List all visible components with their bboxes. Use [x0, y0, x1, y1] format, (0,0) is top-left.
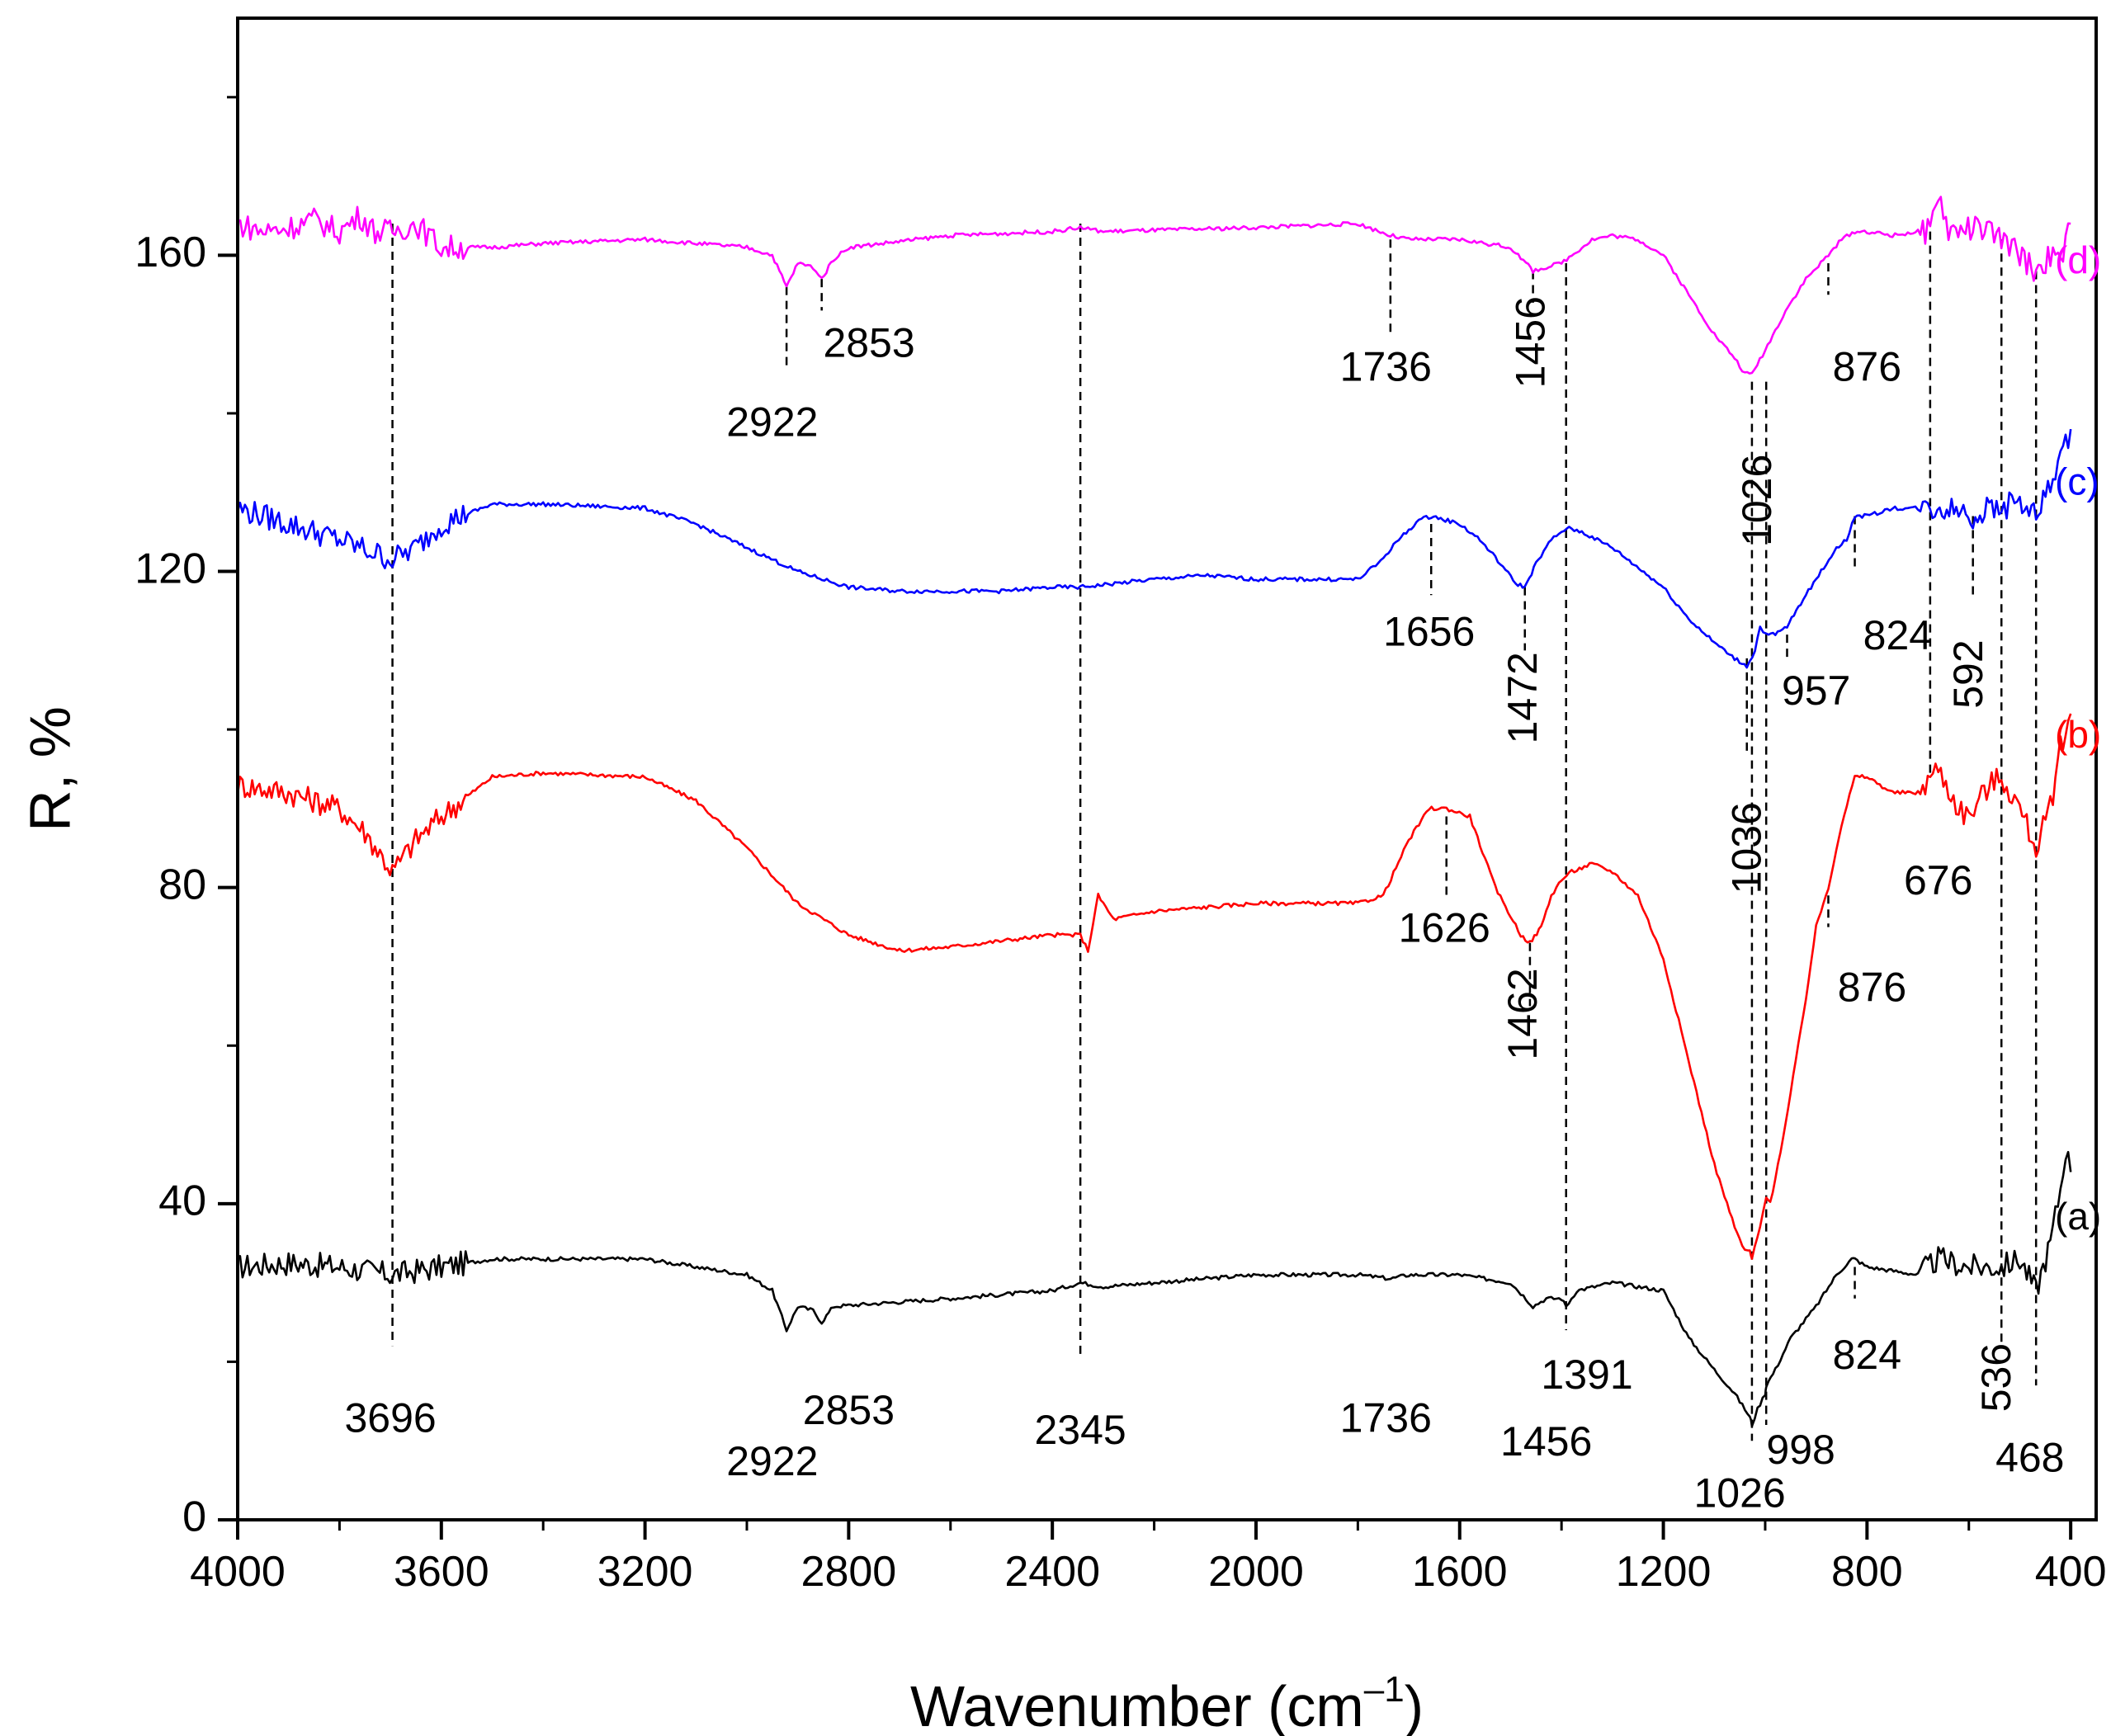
- peak-label-1736: 1736: [1340, 343, 1432, 389]
- peak-label-1472: 1472: [1499, 652, 1546, 743]
- peak-label-1026: 1026: [1693, 1469, 1785, 1516]
- peak-label-536: 536: [1973, 1343, 2019, 1412]
- series-label-a: (a): [2055, 1195, 2101, 1238]
- series-line-c: [236, 428, 2072, 669]
- x-tick-label-3200: 3200: [597, 1548, 693, 1596]
- x-tick-label-1600: 1600: [1412, 1548, 1508, 1596]
- peak-label-1456: 1456: [1500, 1418, 1592, 1465]
- y-tick-label-120: 120: [135, 545, 206, 592]
- peak-label-2853: 2853: [823, 320, 914, 366]
- peak-label-876: 876: [1838, 964, 1906, 1010]
- x-tick-label-400: 400: [2035, 1548, 2107, 1596]
- reference-lines: [391, 224, 2038, 1441]
- series-label-d: (d): [2055, 238, 2101, 281]
- peak-label-1626: 1626: [1399, 905, 1490, 951]
- peak-label-1462: 1462: [1499, 968, 1546, 1059]
- series-line-a: [237, 1150, 2072, 1427]
- series-line-b: [236, 713, 2072, 1260]
- y-axis-label: R, %: [17, 706, 82, 832]
- series-labels: (a) (b) (c) (d): [2055, 238, 2101, 1238]
- x-axis-label-main: Wavenumber (cm: [910, 1674, 1364, 1736]
- peak-label-468: 468: [1995, 1434, 2064, 1480]
- peak-label-2922: 2922: [726, 399, 818, 446]
- series-line-d: [237, 196, 2071, 375]
- peak-label-2922: 2922: [726, 1438, 818, 1484]
- x-tick-label-3600: 3600: [394, 1548, 489, 1596]
- peak-label-592: 592: [1945, 639, 1991, 708]
- series-label-c: (c): [2055, 460, 2099, 502]
- plot-frame: [236, 17, 2098, 1521]
- y-tick-label-80: 80: [158, 861, 206, 908]
- x-tick-label-800: 800: [1831, 1548, 1903, 1596]
- series-group: [236, 196, 2072, 1427]
- peak-label-1456: 1456: [1507, 296, 1553, 388]
- x-tick-label-2800: 2800: [801, 1548, 897, 1596]
- peak-label-1391: 1391: [1541, 1352, 1632, 1398]
- y-tick-label-160: 160: [135, 229, 206, 276]
- peak-label-957: 957: [1782, 668, 1850, 714]
- peak-label-3696: 3696: [344, 1394, 436, 1441]
- x-tick-label-2000: 2000: [1208, 1548, 1304, 1596]
- x-tick-label-4000: 4000: [190, 1548, 286, 1596]
- peak-label-2345: 2345: [1034, 1407, 1126, 1453]
- peak-label-1036: 1036: [1724, 802, 1770, 894]
- peak-label-824: 824: [1863, 612, 1932, 658]
- x-axis-label: Wavenumber (cm–1): [910, 1669, 1424, 1736]
- peak-label-1736: 1736: [1340, 1394, 1432, 1441]
- x-axis-label-superscript: –1: [1364, 1669, 1405, 1710]
- peak-label-2853: 2853: [803, 1387, 895, 1433]
- peak-label-998: 998: [1766, 1427, 1835, 1473]
- axis-ticks: 4000 3600 3200 2800 2400 2000 1600 1200 800 40004…: [135, 96, 2107, 1596]
- peak-label-1656: 1656: [1383, 608, 1475, 654]
- y-tick-label-40: 40: [158, 1177, 206, 1225]
- peak-label-676: 676: [1904, 857, 1972, 903]
- x-tick-label-1200: 1200: [1616, 1548, 1712, 1596]
- peak-label-876: 876: [1833, 343, 1901, 389]
- x-axis-label-close: ): [1405, 1674, 1424, 1736]
- series-label-b: (b): [2055, 713, 2101, 756]
- peak-label-1026: 1026: [1734, 455, 1780, 546]
- x-tick-label-2400: 2400: [1004, 1548, 1100, 1596]
- peak-label-824: 824: [1833, 1332, 1901, 1378]
- y-tick-label-0: 0: [182, 1493, 206, 1541]
